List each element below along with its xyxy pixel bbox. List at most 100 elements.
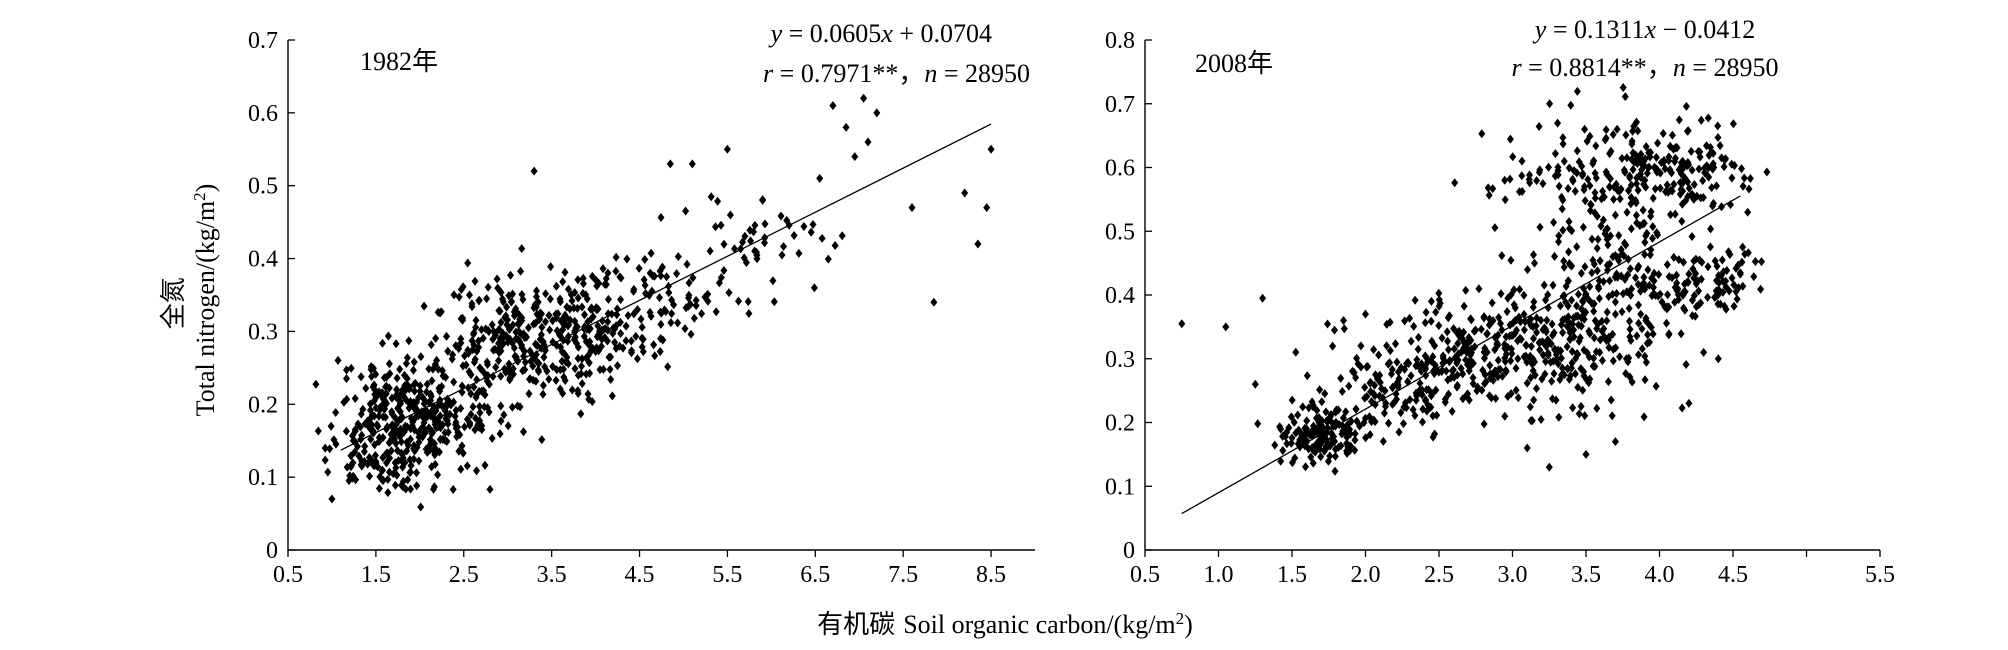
- x-tick-label: 4.5: [625, 562, 655, 588]
- data-point: [574, 354, 582, 363]
- data-point: [1581, 124, 1589, 134]
- data-point: [617, 329, 625, 338]
- data-point: [1536, 222, 1544, 232]
- data-point: [1558, 204, 1566, 214]
- data-point: [493, 274, 501, 284]
- y-tick-label: 0.5: [248, 174, 278, 200]
- data-point: [1331, 466, 1339, 476]
- data-point: [1678, 403, 1686, 413]
- data-point: [332, 408, 340, 417]
- data-point: [385, 359, 393, 369]
- data-point: [1618, 307, 1626, 317]
- data-point: [561, 267, 569, 277]
- data-point: [1427, 296, 1435, 306]
- data-point: [1324, 319, 1331, 329]
- data-point: [667, 318, 675, 328]
- data-point: [1393, 357, 1401, 367]
- data-point: [1503, 307, 1511, 317]
- data-point: [1514, 393, 1522, 403]
- data-point: [1533, 384, 1540, 393]
- data-point: [790, 231, 798, 240]
- data-point: [568, 385, 576, 395]
- data-point: [343, 374, 350, 384]
- x-tick-label: 6.5: [800, 562, 830, 588]
- data-point: [816, 173, 824, 183]
- data-point: [1294, 410, 1302, 420]
- data-point: [770, 297, 778, 307]
- data-point: [1522, 340, 1530, 350]
- data-point: [1603, 316, 1611, 326]
- data-point: [851, 152, 859, 162]
- data-point: [666, 159, 674, 169]
- data-point: [457, 464, 465, 474]
- data-point: [1480, 313, 1488, 323]
- data-point: [612, 266, 620, 276]
- data-point: [1575, 409, 1583, 419]
- data-point: [413, 468, 420, 478]
- data-point: [1506, 174, 1514, 184]
- data-point: [1682, 101, 1690, 111]
- data-point: [1618, 153, 1626, 163]
- data-point: [571, 364, 579, 374]
- data-point: [1559, 133, 1567, 143]
- data-point: [1554, 118, 1562, 128]
- data-point: [1548, 376, 1556, 386]
- data-point: [1523, 443, 1531, 453]
- data-point: [656, 347, 664, 356]
- data-point: [362, 383, 370, 393]
- data-point: [647, 248, 655, 258]
- data-point: [807, 227, 815, 237]
- data-point: [1604, 377, 1612, 387]
- data-point: [488, 433, 496, 443]
- data-point: [641, 255, 649, 264]
- data-point: [759, 195, 767, 205]
- scatter-points-1982: [312, 93, 995, 512]
- data-point: [714, 196, 722, 206]
- data-point: [1714, 133, 1722, 142]
- y-tick-label: 0.6: [1105, 156, 1135, 182]
- data-point: [800, 222, 808, 231]
- data-point: [1610, 194, 1618, 204]
- data-point: [1340, 316, 1347, 325]
- data-point: [508, 402, 516, 412]
- data-point: [1704, 262, 1712, 272]
- data-point: [1665, 330, 1673, 340]
- data-point: [1338, 387, 1346, 396]
- data-point: [546, 294, 554, 304]
- data-point: [1632, 210, 1640, 220]
- data-point: [860, 93, 868, 103]
- data-point: [725, 288, 733, 298]
- data-point: [1526, 402, 1534, 412]
- data-point: [1611, 309, 1619, 319]
- data-point: [1641, 375, 1649, 385]
- data-point: [1740, 173, 1748, 183]
- data-point: [1629, 165, 1637, 175]
- data-point: [1579, 222, 1587, 232]
- data-point: [321, 455, 329, 465]
- data-point: [1621, 92, 1629, 102]
- y-ticks-2008: 0 0.1 0.2 0.3 0.4 0.5 0.6 0.7 0.8: [1105, 28, 1152, 564]
- data-point: [568, 296, 576, 306]
- data-point: [1337, 373, 1345, 383]
- data-point: [1633, 331, 1641, 341]
- data-point: [1254, 419, 1262, 429]
- data-point: [1435, 321, 1443, 331]
- data-point: [1626, 316, 1633, 326]
- data-point: [1611, 210, 1619, 220]
- data-point: [415, 456, 423, 466]
- x-tick-label: 3.0: [1498, 562, 1528, 588]
- data-point: [1593, 243, 1601, 253]
- data-point: [520, 427, 527, 437]
- data-point: [1577, 268, 1585, 278]
- data-point: [1641, 237, 1649, 247]
- data-point: [1271, 440, 1279, 450]
- data-point: [1484, 183, 1492, 193]
- data-point: [405, 336, 413, 346]
- data-point: [1483, 329, 1491, 339]
- x-ticks-1982: 0.5 1.5 2.5 3.5 4.5 5.5 6.5 7.5 8.5: [273, 550, 1006, 588]
- data-point: [1581, 411, 1589, 421]
- data-point: [1683, 126, 1691, 136]
- data-point: [1486, 360, 1494, 370]
- data-point: [1303, 416, 1311, 426]
- data-point: [483, 294, 491, 304]
